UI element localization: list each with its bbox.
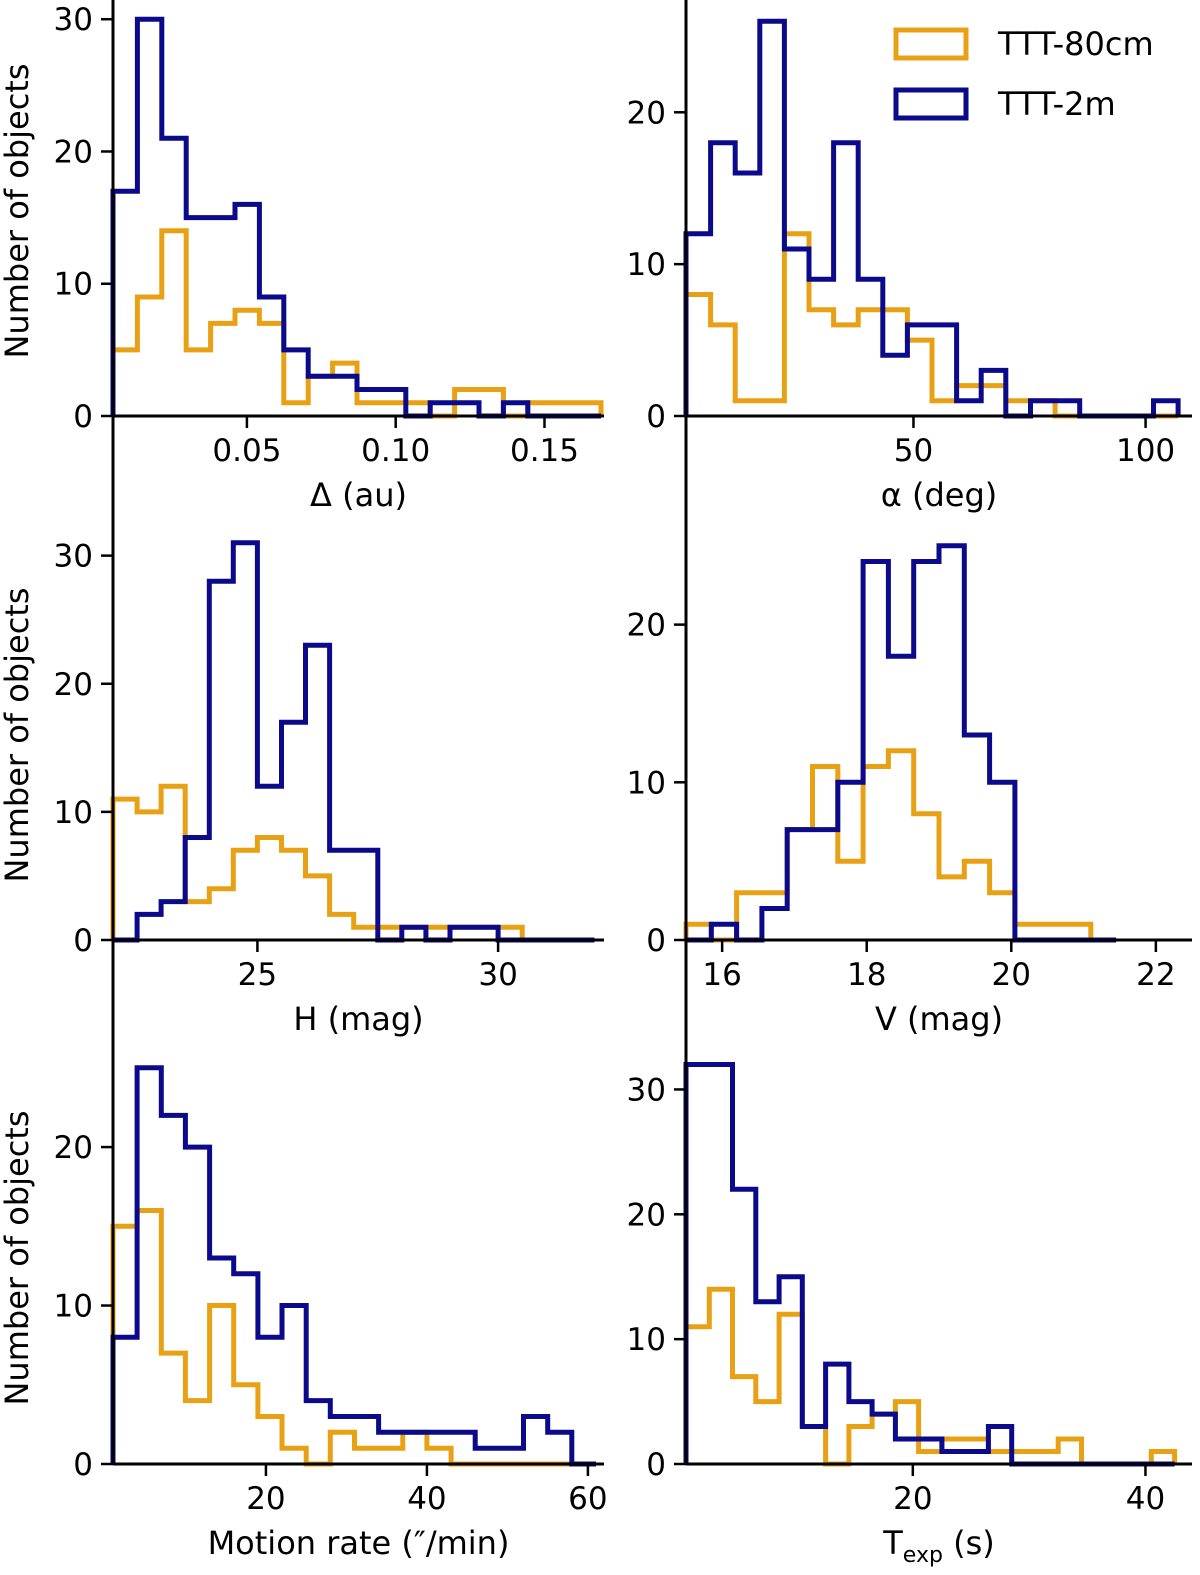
x-tick-label: 40 xyxy=(1126,1481,1165,1517)
histogram-ttt-2m-motion xyxy=(110,1065,596,1467)
histogram-ttt-2m-alpha xyxy=(683,18,1181,419)
y-tick-label: 10 xyxy=(54,795,93,831)
x-axis-label: α (deg) xyxy=(881,476,998,514)
x-tick-label: 50 xyxy=(894,433,933,469)
x-tick-label: 0.10 xyxy=(361,433,430,469)
panel-motion: 20 40 60 0 10 20 Motion rate (″/min) Number of … xyxy=(0,0,608,1562)
x-axis-label: Texp (s) xyxy=(882,1524,995,1568)
x-tick-label: 60 xyxy=(568,1481,607,1517)
histogram-ttt-2m-delta xyxy=(110,16,601,419)
x-tick-label: 25 xyxy=(238,957,277,993)
y-tick-label: 20 xyxy=(627,1197,666,1233)
legend-swatch xyxy=(893,27,969,61)
histogram-ttt-2m-V xyxy=(686,543,1117,943)
x-tick-label: 40 xyxy=(407,1481,446,1517)
y-tick-label: 10 xyxy=(627,247,666,283)
x-axis-label: Δ (au) xyxy=(310,476,407,514)
histogram-ttt-80cm-alpha xyxy=(683,231,1179,419)
x-tick-label: 22 xyxy=(1136,957,1175,993)
x-axis-label: H (mag) xyxy=(293,1000,423,1038)
y-tick-label: 30 xyxy=(54,539,93,575)
y-tick-label: 10 xyxy=(627,765,666,801)
histogram-ttt-80cm-V xyxy=(683,748,1117,943)
y-tick-label: 10 xyxy=(54,267,93,303)
y-tick-label: 20 xyxy=(54,134,93,170)
y-tick-label: 0 xyxy=(73,399,93,435)
x-tick-label: 20 xyxy=(992,957,1031,993)
y-tick-label: 0 xyxy=(646,1447,666,1483)
x-tick-label: 0.05 xyxy=(212,433,281,469)
legend-label: TTT-2m xyxy=(997,85,1116,123)
x-tick-label: 18 xyxy=(847,957,886,993)
x-tick-label: 20 xyxy=(246,1481,285,1517)
y-tick-label: 20 xyxy=(54,1130,93,1166)
x-tick-label: 16 xyxy=(702,957,741,993)
y-tick-label: 0 xyxy=(646,399,666,435)
y-axis-label: Number of objects xyxy=(0,1110,36,1405)
y-tick-label: 30 xyxy=(627,1072,666,1108)
panel-alpha: 50 100 0 10 20 α (deg) xyxy=(627,0,1192,514)
y-tick-label: 0 xyxy=(73,923,93,959)
legend-label: TTT-80cm xyxy=(997,25,1154,63)
legend-swatch xyxy=(893,87,969,121)
y-tick-label: 0 xyxy=(73,1447,93,1483)
x-tick-label: 0.15 xyxy=(510,433,579,469)
legend: TTT-80cm TTT-2m xyxy=(893,25,1154,123)
x-axis-label: V (mag) xyxy=(875,1000,1003,1038)
y-tick-label: 20 xyxy=(54,667,93,703)
histogram-ttt-2m-H xyxy=(113,540,595,943)
y-tick-label: 30 xyxy=(54,2,93,38)
x-tick-label: 100 xyxy=(1116,433,1175,469)
y-axis-label: Number of objects xyxy=(0,587,36,882)
y-tick-label: 10 xyxy=(54,1289,93,1325)
y-tick-label: 10 xyxy=(627,1322,666,1358)
histogram-ttt-80cm-texp xyxy=(683,1286,1178,1467)
y-tick-label: 20 xyxy=(627,608,666,644)
y-tick-label: 20 xyxy=(627,95,666,131)
panel-texp: 20 40 0 10 20 30 Texp (s) xyxy=(627,0,1192,1568)
y-tick-label: 0 xyxy=(646,923,666,959)
x-tick-label: 30 xyxy=(478,957,517,993)
x-tick-label: 20 xyxy=(893,1481,932,1517)
x-axis-label: Motion rate (″/min) xyxy=(208,1524,510,1562)
y-axis-label: Number of objects xyxy=(0,63,36,358)
panel-delta: 0.05 0.10 0.15 0 10 20 30 Δ (au) Number of objec… xyxy=(0,0,604,514)
